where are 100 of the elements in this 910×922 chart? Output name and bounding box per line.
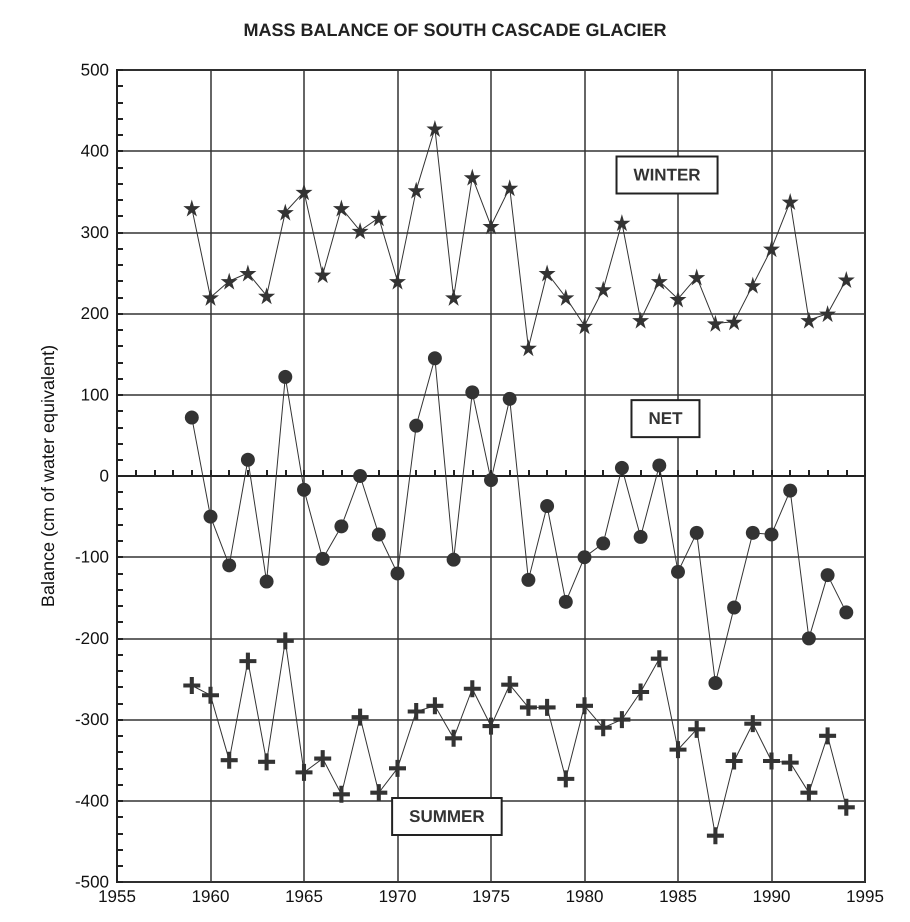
point [428, 351, 442, 366]
point [370, 784, 388, 802]
series-label: NET [648, 409, 684, 428]
point [352, 708, 369, 726]
point [334, 519, 348, 534]
y-tick-label: 200 [80, 304, 109, 324]
point [202, 686, 219, 704]
point [446, 552, 461, 567]
point [746, 526, 760, 540]
point [220, 272, 238, 290]
point [708, 676, 722, 690]
point [297, 482, 311, 497]
series-label: WINTER [634, 166, 701, 185]
point [258, 753, 276, 770]
point [671, 564, 685, 579]
point [558, 594, 573, 609]
point [726, 313, 743, 330]
point [690, 526, 704, 540]
point [352, 222, 369, 240]
point [706, 827, 724, 844]
point [670, 290, 686, 308]
point [390, 566, 404, 580]
point [782, 193, 799, 210]
point [802, 631, 816, 646]
point [316, 552, 330, 566]
point [220, 752, 238, 769]
point [819, 727, 836, 744]
point [204, 510, 218, 524]
point [650, 650, 668, 668]
point [764, 527, 778, 542]
x-tick-label: 1960 [192, 887, 230, 906]
point [557, 770, 574, 788]
x-tick-label: 1965 [285, 887, 323, 906]
x-tick-label: 1970 [378, 887, 416, 906]
point [389, 760, 406, 777]
point [408, 182, 425, 199]
point [634, 530, 648, 544]
point [800, 784, 818, 802]
point [501, 676, 518, 694]
point [820, 568, 835, 582]
point [727, 600, 742, 615]
y-tick-label: 500 [80, 60, 109, 80]
point [594, 280, 612, 298]
point [538, 698, 556, 716]
y-tick-label: -300 [74, 710, 109, 730]
point [260, 574, 274, 589]
point [184, 410, 199, 425]
point [538, 264, 556, 282]
point [838, 798, 855, 816]
point [332, 200, 350, 217]
point [445, 288, 462, 306]
point [596, 536, 610, 550]
point [521, 572, 536, 587]
point [576, 697, 593, 714]
point [520, 698, 537, 716]
y-tick-label: -400 [74, 791, 109, 810]
point [332, 786, 350, 803]
point [278, 370, 292, 384]
point [520, 339, 537, 356]
point [688, 720, 706, 738]
y-tick-label: 300 [80, 222, 109, 242]
point [502, 392, 517, 406]
point [613, 711, 630, 728]
point [783, 484, 798, 498]
point [240, 452, 255, 467]
point [222, 558, 236, 572]
point [484, 473, 498, 488]
point [202, 288, 219, 306]
y-tick-label: -100 [74, 548, 109, 567]
point [800, 312, 818, 329]
x-tick-label: 1985 [659, 887, 697, 906]
point [578, 550, 592, 564]
y-tick-label: 400 [80, 142, 109, 161]
point [614, 460, 629, 475]
point [706, 314, 724, 332]
point [314, 266, 332, 284]
point [763, 752, 780, 770]
point [594, 719, 612, 736]
y-tick-label: -200 [74, 628, 109, 648]
point [276, 632, 294, 650]
point [613, 214, 630, 232]
point [688, 268, 706, 286]
point [652, 458, 666, 472]
point [258, 287, 276, 304]
point [482, 718, 500, 735]
chart-title: MASS BALANCE OF SOUTH CASCADE GLACIER [243, 20, 667, 40]
y-tick-label: 100 [80, 385, 109, 404]
point [314, 750, 332, 768]
point [650, 272, 668, 290]
point [426, 120, 444, 137]
point [296, 764, 312, 781]
point [819, 305, 836, 322]
point [353, 469, 368, 483]
x-tick-label: 1975 [472, 887, 510, 906]
point [632, 683, 650, 700]
point [632, 312, 650, 329]
point [464, 680, 481, 698]
point [763, 240, 780, 258]
point [276, 204, 294, 221]
point [726, 752, 743, 770]
